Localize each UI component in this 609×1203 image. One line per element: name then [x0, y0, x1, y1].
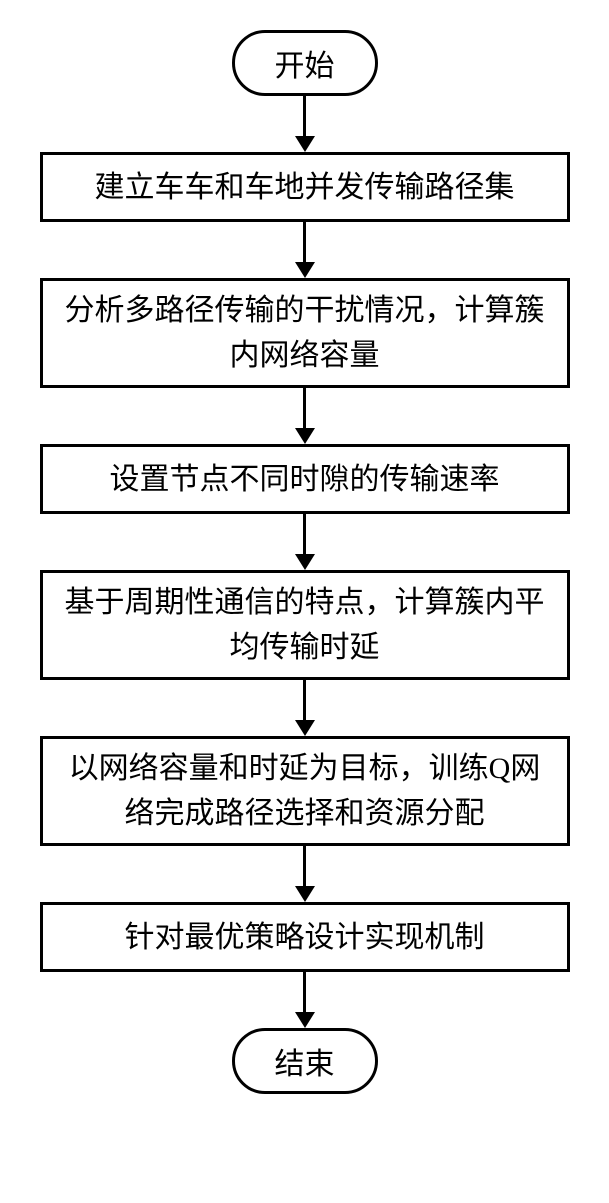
- arrow-head-icon: [295, 428, 315, 444]
- arrow-line: [303, 972, 306, 1012]
- process-text: 基于周期性通信的特点，计算簇内平均传输时延: [63, 580, 547, 670]
- arrow-5: [295, 680, 315, 736]
- process-text: 设置节点不同时隙的传输速率: [110, 457, 500, 502]
- arrow-4: [295, 514, 315, 570]
- arrow-line: [303, 388, 306, 428]
- arrow-line: [303, 514, 306, 554]
- process-step-1: 建立车车和车地并发传输路径集: [40, 152, 570, 222]
- arrow-head-icon: [295, 886, 315, 902]
- arrow-line: [303, 680, 306, 720]
- process-text: 分析多路径传输的干扰情况，计算簇内网络容量: [63, 288, 547, 378]
- arrow-6: [295, 846, 315, 902]
- process-step-2: 分析多路径传输的干扰情况，计算簇内网络容量: [40, 278, 570, 388]
- arrow-line: [303, 846, 306, 886]
- arrow-head-icon: [295, 720, 315, 736]
- end-label: 结束: [275, 1048, 335, 1081]
- start-terminator: 开始: [232, 30, 378, 96]
- process-text: 建立车车和车地并发传输路径集: [95, 165, 515, 210]
- arrow-1: [295, 96, 315, 152]
- process-step-5: 以网络容量和时延为目标，训练Q网络完成路径选择和资源分配: [40, 736, 570, 846]
- process-text: 以网络容量和时延为目标，训练Q网络完成路径选择和资源分配: [63, 746, 547, 836]
- arrow-head-icon: [295, 554, 315, 570]
- process-text: 针对最优策略设计实现机制: [125, 915, 485, 960]
- arrow-3: [295, 388, 315, 444]
- process-step-4: 基于周期性通信的特点，计算簇内平均传输时延: [40, 570, 570, 680]
- arrow-line: [303, 96, 306, 136]
- arrow-7: [295, 972, 315, 1028]
- end-terminator: 结束: [232, 1028, 378, 1094]
- arrow-head-icon: [295, 136, 315, 152]
- process-step-6: 针对最优策略设计实现机制: [40, 902, 570, 972]
- arrow-line: [303, 222, 306, 262]
- start-label: 开始: [275, 50, 335, 83]
- arrow-2: [295, 222, 315, 278]
- arrow-head-icon: [295, 1012, 315, 1028]
- process-step-3: 设置节点不同时隙的传输速率: [40, 444, 570, 514]
- arrow-head-icon: [295, 262, 315, 278]
